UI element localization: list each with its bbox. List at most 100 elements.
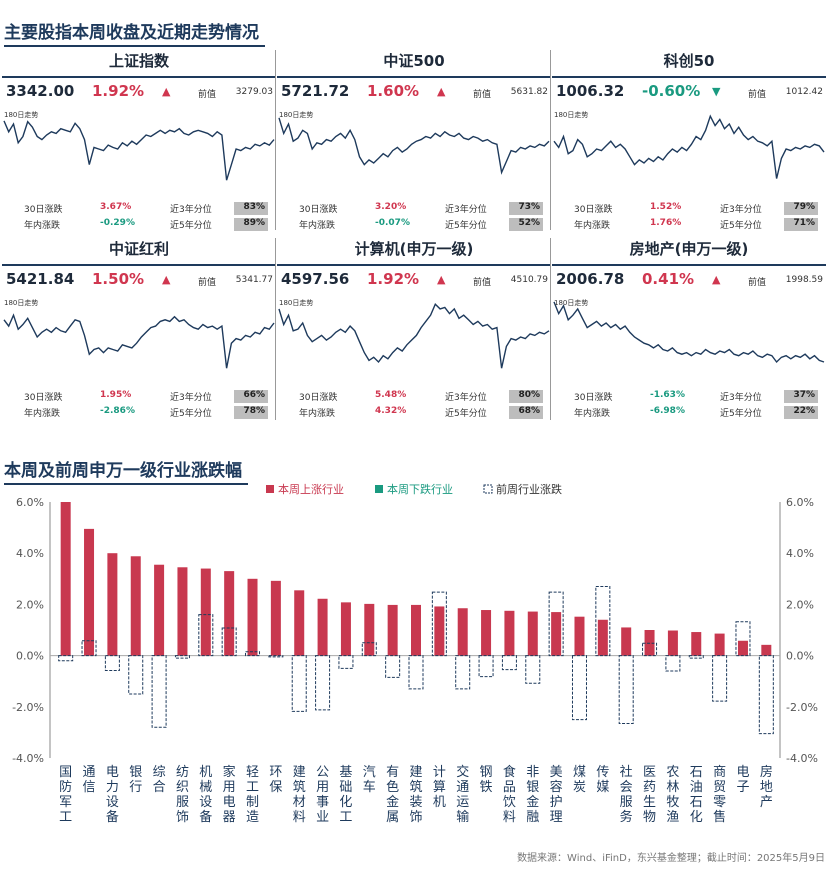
- this-week-bar: [224, 571, 235, 656]
- category-label-char: 饰: [176, 810, 189, 825]
- category-label-char: 备: [199, 809, 212, 825]
- p5y-label: 近5年分位: [170, 409, 212, 419]
- category-label-char: 石: [690, 795, 703, 810]
- this-week-bar: [270, 580, 281, 656]
- ytd-value: -0.07%: [375, 218, 410, 228]
- stat-row-30d: 30日涨跌 5.48% 近3年分位 80%: [277, 390, 551, 404]
- this-week-bar: [621, 627, 632, 656]
- close-value: 5721.72: [281, 82, 350, 100]
- prev-week-bar: [268, 655, 284, 658]
- category-label-char: 环: [269, 765, 282, 780]
- close-row: 4597.56 1.92% ▲ 前值 4510.79: [277, 270, 551, 292]
- category-label-char: 地: [760, 780, 773, 795]
- category-label-char: 用: [223, 780, 236, 795]
- this-week-bar: [177, 567, 188, 656]
- ytd-value: 4.32%: [375, 406, 407, 416]
- change-pct: -0.60%: [642, 82, 701, 100]
- category-label-char: 炭: [573, 780, 586, 795]
- stat-row-30d: 30日涨跌 1.95% 近3年分位 66%: [2, 390, 276, 404]
- category-label-char: 牧: [666, 795, 679, 810]
- this-week-bar: [761, 644, 772, 656]
- category-label-char: 食: [503, 764, 516, 780]
- category-label-char: 林: [666, 780, 679, 795]
- this-week-bar: [457, 608, 468, 656]
- prev-week-bar: [431, 591, 447, 657]
- this-week-bar: [551, 612, 562, 656]
- index-panel: 上证指数 3342.00 1.92% ▲ 前值 3279.03 180日走势 30日涨跌 3.6…: [2, 50, 276, 231]
- category-label-char: 售: [713, 809, 726, 825]
- category-label-char: 材: [293, 795, 306, 810]
- category-label-char: 行: [129, 780, 142, 795]
- this-week-bar: [434, 606, 445, 656]
- ytd-label: 年内涨跌: [574, 409, 611, 419]
- ytd-label: 年内涨跌: [299, 221, 336, 231]
- index-panel: 计算机(申万一级) 4597.56 1.92% ▲ 前值 4510.79 180日走势 30日…: [277, 238, 551, 419]
- category-label-char: 汽: [363, 765, 376, 780]
- close-row: 5421.84 1.50% ▲ 前值 5341.77: [2, 270, 276, 292]
- close-value: 4597.56: [281, 270, 350, 288]
- this-week-bar: [84, 528, 95, 656]
- category-label-char: 造: [246, 810, 259, 825]
- stat-row-ytd: 年内涨跌 4.32% 近5年分位 68%: [277, 406, 551, 420]
- p3y-label: 近3年分位: [445, 393, 487, 403]
- prev-week-bar: [712, 655, 728, 702]
- p5y-label: 近5年分位: [170, 221, 212, 231]
- prev-label: 前值: [198, 278, 217, 288]
- category-label-char: 渔: [666, 810, 679, 825]
- category-label-char: 基: [339, 765, 352, 780]
- stat-row-30d: 30日涨跌 -1.63% 近3年分位 37%: [552, 390, 826, 404]
- close-row: 2006.78 0.41% ▲ 前值 1998.59: [552, 270, 826, 292]
- category-label-char: 通: [456, 780, 469, 795]
- up-arrow-icon: ▲: [437, 85, 446, 98]
- p3y-value: 79%: [784, 202, 818, 215]
- category-label-char: 铁: [480, 780, 493, 795]
- index-name: 科创50: [663, 52, 715, 70]
- d30-label: 30日涨跌: [299, 393, 338, 403]
- stat-row-ytd: 年内涨跌 1.76% 近5年分位 71%: [552, 218, 826, 232]
- trend-line: [278, 117, 550, 175]
- prev-week-bar: [291, 655, 307, 712]
- d30-value: 3.67%: [100, 202, 132, 212]
- up-arrow-icon: ▲: [162, 85, 171, 98]
- prev-week-bar: [104, 655, 120, 671]
- category-label-char: 筑: [409, 779, 422, 795]
- category-label-char: 化: [339, 795, 352, 810]
- ytd-value: -6.98%: [650, 406, 685, 416]
- p3y-value: 83%: [234, 202, 268, 215]
- this-week-bar: [411, 604, 421, 656]
- this-week-bar: [667, 630, 678, 656]
- category-label-char: 色: [386, 779, 399, 795]
- trend-sparkline: [3, 313, 275, 369]
- legend-swatch-up: [266, 485, 274, 493]
- legend-label-down: 本周下跌行业: [387, 482, 453, 496]
- prev-week-bar: [338, 655, 354, 669]
- this-week-bar: [340, 602, 351, 656]
- p5y-value: 71%: [784, 218, 818, 231]
- category-label-char: 饰: [409, 810, 422, 825]
- panel-divider: [550, 50, 551, 230]
- category-label-char: 子: [736, 780, 749, 795]
- close-row: 1006.32 -0.60% ▼ 前值 1012.42: [552, 82, 826, 104]
- index-name: 计算机(申万一级): [354, 240, 474, 258]
- index-name: 中证红利: [108, 240, 169, 258]
- category-label-char: 保: [269, 780, 282, 795]
- prev-week-bar: [758, 655, 774, 735]
- this-week-bar: [247, 578, 258, 656]
- prev-value: 1998.59: [785, 275, 823, 285]
- stat-row-30d: 30日涨跌 3.20% 近3年分位 73%: [277, 202, 551, 216]
- prev-week-bar: [478, 655, 494, 678]
- prev-week-bar: [128, 655, 144, 695]
- trend-line: [3, 120, 275, 181]
- up-arrow-icon: ▲: [162, 273, 171, 286]
- this-week-bar: [714, 633, 725, 656]
- prev-value: 5631.82: [510, 87, 548, 97]
- category-label-char: 家: [223, 764, 236, 780]
- category-label-char: 料: [293, 810, 306, 825]
- category-label-char: 工: [59, 810, 72, 825]
- prev-week-bar: [151, 655, 167, 728]
- this-week-bar: [504, 610, 515, 656]
- p5y-value: 22%: [784, 406, 818, 419]
- category-label-char: 备: [106, 809, 119, 825]
- category-label-char: 品: [503, 780, 516, 795]
- index-panel: 科创50 1006.32 -0.60% ▼ 前值 1012.42 180日走势 30日涨跌 1.…: [552, 50, 826, 231]
